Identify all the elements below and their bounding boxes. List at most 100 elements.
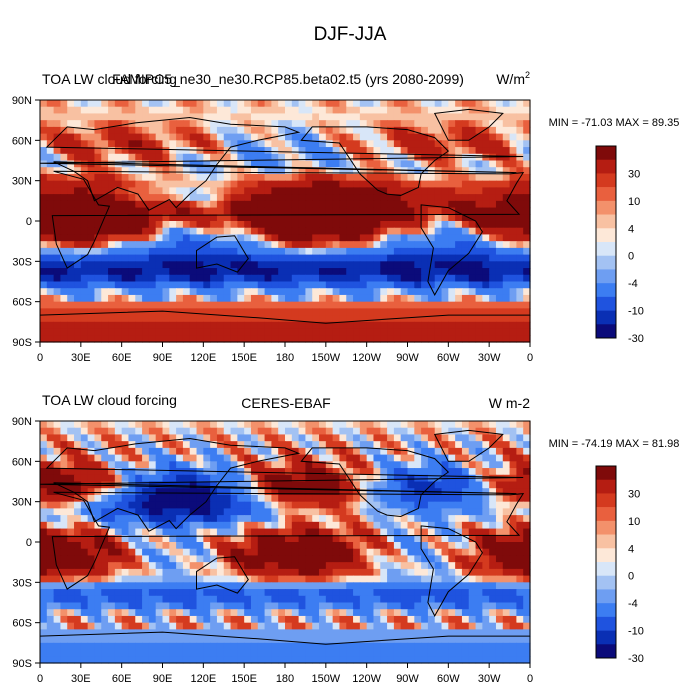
heatmap-cell [237,609,245,617]
heatmap-cell [516,227,524,236]
heatmap-cell [353,247,361,256]
heatmap-cell [359,421,368,429]
heatmap-cell [353,301,361,309]
heatmap-cell [489,281,497,289]
heatmap-cell [46,555,55,563]
heatmap-cell [244,568,252,577]
heatmap-cell [278,200,286,209]
heatmap-cell [128,113,136,121]
heatmap-cell [135,214,143,222]
heatmap-cell [176,515,184,523]
heatmap-cell [108,488,116,496]
heatmap-cell [80,488,89,496]
heatmap-cell [264,100,272,108]
heatmap-cell [121,301,130,309]
heatmap-cell [482,434,490,442]
heatmap-cell [189,173,198,182]
heatmap-cell [80,555,89,563]
heatmap-cell [427,214,436,222]
heatmap-cell [332,274,341,283]
heatmap-cell [148,126,157,135]
heatmap-cell [264,274,272,283]
heatmap-cell [461,288,470,296]
heatmap-cell [509,187,517,195]
heatmap-cell [441,274,449,283]
heatmap-cell [182,234,191,242]
heatmap-cell [468,180,477,188]
heatmap-cell [271,288,279,296]
heatmap-cell [298,595,307,604]
heatmap-cell [305,227,313,236]
heatmap-cell [407,301,415,309]
heatmap-cell [210,221,218,229]
heatmap-cell [332,515,341,523]
heatmap-cell [509,200,517,209]
heatmap-cell [285,200,293,209]
heatmap-cell [366,301,375,309]
heatmap-cell [291,241,300,249]
heatmap-cell [516,315,524,323]
heatmap-cell [67,548,75,557]
heatmap-cell [216,180,225,188]
heatmap-cell [53,636,62,644]
heatmap-cell [271,301,279,309]
heatmap-cell [434,261,443,269]
heatmap-cell [509,481,517,489]
heatmap-cell [67,629,75,637]
heatmap-cell [40,508,48,516]
heatmap-cell [502,113,511,121]
heatmap-cell [257,622,266,630]
heatmap-cell [461,126,470,135]
heatmap-cell [155,288,164,296]
heatmap-cell [128,241,136,249]
heatmap-cell [305,241,313,249]
heatmap-cell [216,274,225,283]
heatmap-cell [264,194,272,202]
heatmap-cell [216,535,225,543]
heatmap-cell [373,508,381,516]
heatmap-cell [135,281,143,289]
heatmap-cell [128,281,136,289]
heatmap-cell [67,167,75,175]
heatmap-cell [278,167,286,175]
heatmap-cell [319,153,327,162]
heatmap-cell [53,241,62,249]
heatmap-cell [182,521,191,530]
heatmap-cell [74,609,82,617]
heatmap-cell [516,615,524,624]
heatmap-cell [216,106,225,115]
y-tick-label: 60N [12,135,32,147]
heatmap-cell [359,294,368,303]
heatmap-cell [271,140,279,148]
heatmap-cell [285,180,293,188]
heatmap-cell [114,268,123,276]
heatmap-cell [142,140,150,148]
heatmap-cell [373,582,381,590]
heatmap-cell [305,294,313,303]
heatmap-cell [332,167,341,175]
heatmap-cell [148,595,157,604]
heatmap-cell [40,488,48,496]
heatmap-cell [210,335,218,343]
heatmap-cell [455,288,463,296]
heatmap-cell [162,447,170,456]
heatmap-cell [121,427,130,436]
heatmap-cell [155,575,164,583]
heatmap-cell [101,548,109,557]
heatmap-cell [87,194,96,202]
heatmap-cell [346,120,354,128]
heatmap-cell [400,328,409,336]
heatmap-cell [414,207,422,215]
colorbar-label: 0 [628,251,634,263]
heatmap-cell [142,474,150,483]
heatmap-cell [434,126,443,135]
y-tick-label: 90S [12,337,32,349]
heatmap-cell [135,200,143,209]
heatmap-cell [441,261,449,269]
heatmap-cell [448,501,456,509]
heatmap-cell [285,595,293,604]
heatmap-cell [46,609,55,617]
heatmap-cell [325,214,334,222]
heatmap-cell [407,321,415,330]
heatmap-cell [210,441,218,449]
